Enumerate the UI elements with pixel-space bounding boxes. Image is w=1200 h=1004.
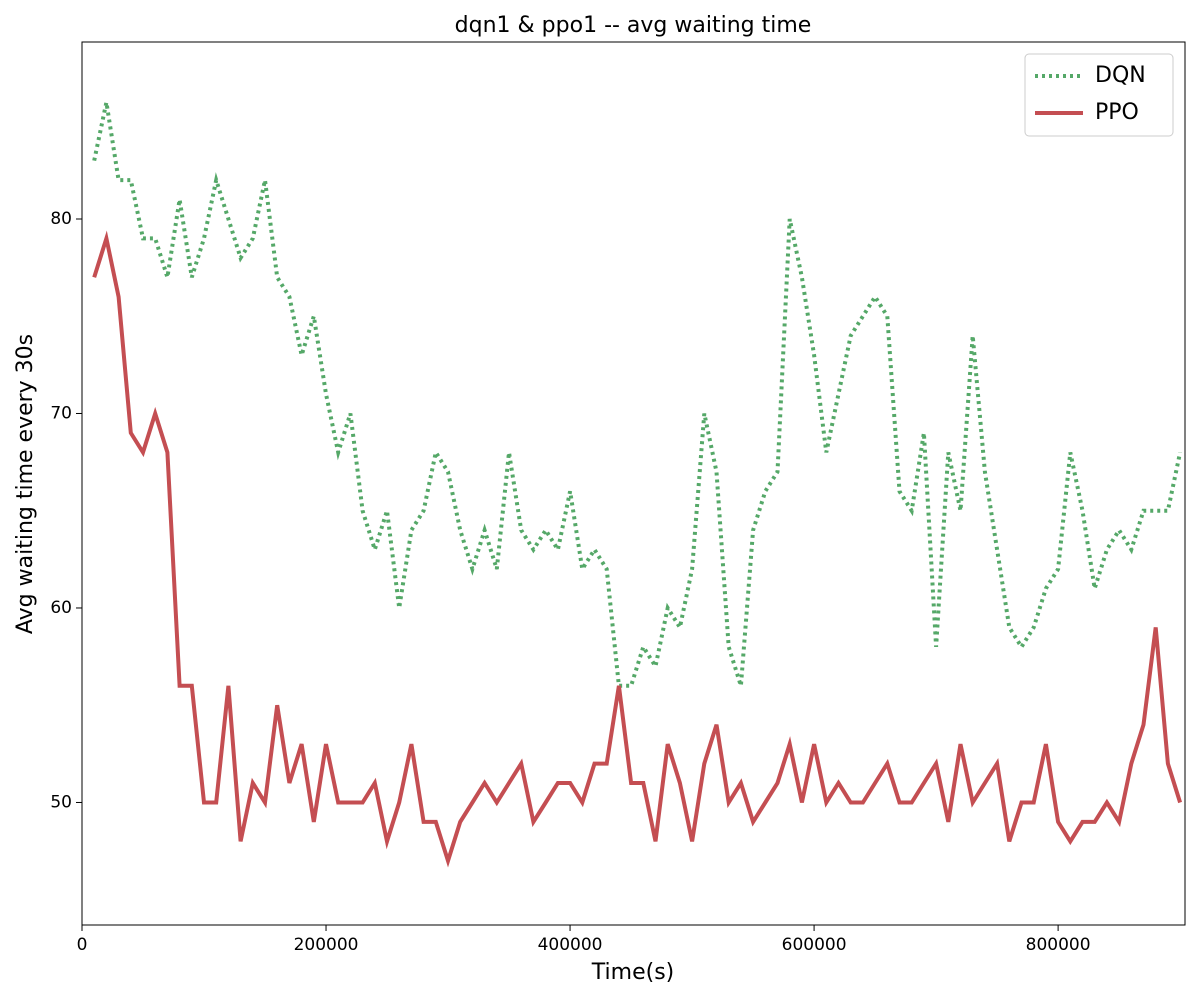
y-tick-label: 60	[50, 598, 72, 618]
y-axis-label: Avg waiting time every 30s	[13, 334, 38, 634]
chart-title: dqn1 & ppo1 -- avg waiting time	[455, 13, 812, 38]
x-tick-label: 800000	[1026, 935, 1091, 955]
y-tick-label: 70	[50, 403, 72, 423]
x-tick-label: 0	[77, 935, 88, 955]
x-tick-label: 600000	[782, 935, 847, 955]
x-axis-label: Time(s)	[591, 960, 674, 985]
series-line	[92, 101, 1183, 688]
series-line	[92, 230, 1183, 868]
plot-frame	[81, 41, 1186, 926]
legend-label: DQN	[1095, 63, 1146, 88]
legend-box	[1024, 53, 1174, 137]
x-tick-label: 200000	[294, 935, 359, 955]
y-tick-label: 80	[50, 209, 72, 229]
y-tick-label: 50	[50, 792, 72, 812]
x-tick-label: 400000	[538, 935, 603, 955]
legend-label: PPO	[1095, 100, 1139, 125]
